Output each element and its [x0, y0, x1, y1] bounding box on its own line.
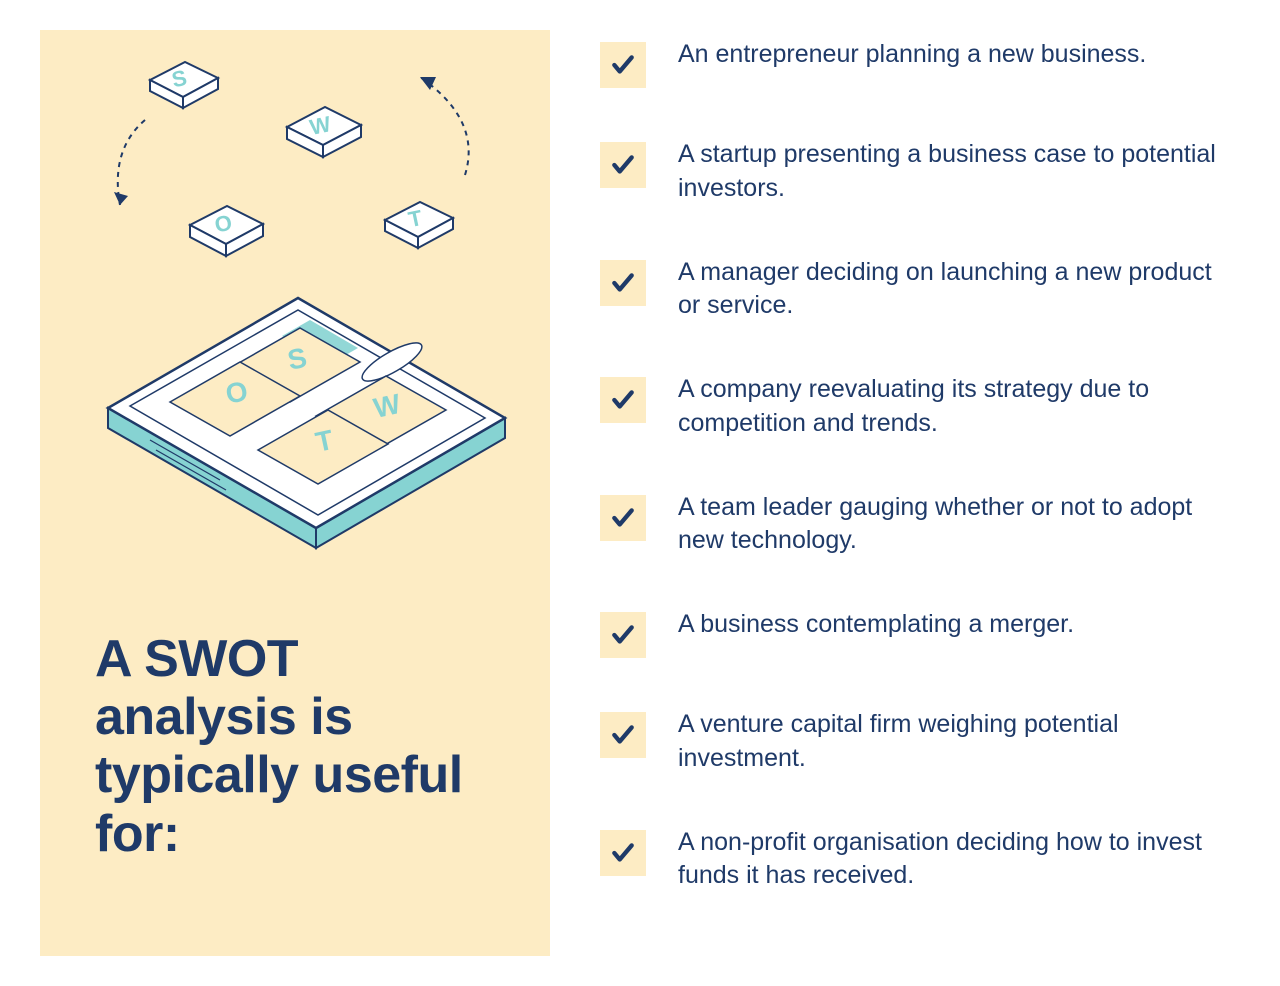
check-icon [600, 495, 646, 541]
tile-w-icon: W [265, 95, 375, 170]
list-item: A non-profit organisation deciding how t… [600, 826, 1240, 894]
list-item-text: A team leader gauging whether or not to … [678, 491, 1238, 559]
list-item-text: A startup presenting a business case to … [678, 138, 1238, 206]
check-icon [600, 712, 646, 758]
headline-area: A SWOT analysis is typically useful for: [40, 590, 550, 923]
left-panel: S W O [40, 30, 550, 956]
check-icon [600, 260, 646, 306]
list-item-text: A business contemplating a merger. [678, 608, 1074, 642]
right-panel: An entrepreneur planning a new business.… [550, 0, 1280, 986]
list-item: A team leader gauging whether or not to … [600, 491, 1240, 559]
list-item-text: A non-profit organisation deciding how t… [678, 826, 1238, 894]
check-icon [600, 612, 646, 658]
list-item: An entrepreneur planning a new business. [600, 38, 1240, 88]
list-item: A business contemplating a merger. [600, 608, 1240, 658]
list-item-text: A venture capital firm weighing potentia… [678, 708, 1238, 776]
arrow-right-icon [390, 65, 490, 185]
list-item: A startup presenting a business case to … [600, 138, 1240, 206]
list-item-text: An entrepreneur planning a new business. [678, 38, 1146, 72]
arrow-left-icon [95, 110, 165, 220]
illustration-area: S W O [40, 30, 550, 590]
headline-text: A SWOT analysis is typically useful for: [95, 630, 510, 863]
check-icon [600, 42, 646, 88]
check-icon [600, 830, 646, 876]
infographic-container: S W O [0, 0, 1280, 986]
list-item: A venture capital firm weighing potentia… [600, 708, 1240, 776]
phone-illustration-icon: S W O T [60, 220, 530, 580]
check-icon [600, 142, 646, 188]
list-item-text: A manager deciding on launching a new pr… [678, 256, 1238, 324]
list-item: A manager deciding on launching a new pr… [600, 256, 1240, 324]
list-item-text: A company reevaluating its strategy due … [678, 373, 1238, 441]
check-icon [600, 377, 646, 423]
list-item: A company reevaluating its strategy due … [600, 373, 1240, 441]
